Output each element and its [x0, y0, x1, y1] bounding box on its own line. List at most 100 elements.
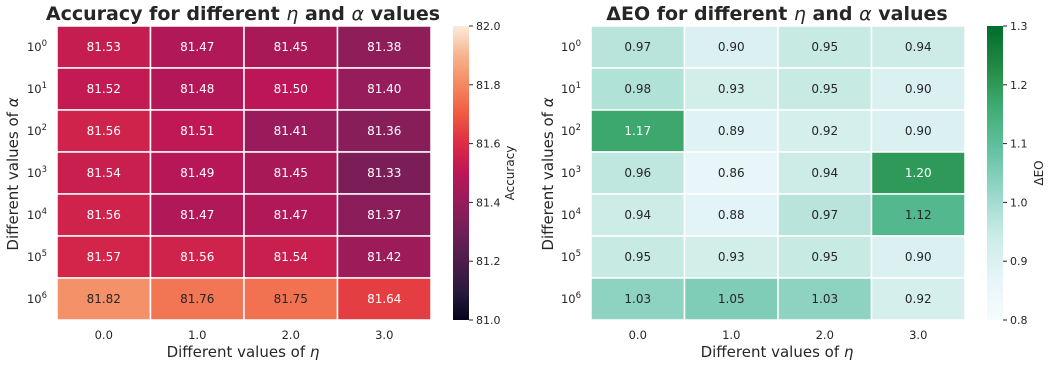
y-tick-label: 102 [561, 123, 581, 138]
cell-value-label: 81.54 [87, 166, 121, 180]
chart-title: ΔEO for different η and α values [606, 3, 947, 25]
cell-value-label: 81.56 [87, 208, 121, 222]
heatmap-cell [56, 277, 152, 321]
colorbar-tick-label: 81.8 [476, 79, 501, 92]
cell-value-label: 0.97 [624, 40, 651, 54]
y-tick-label: 104 [27, 207, 47, 222]
heatmap-cell [336, 235, 432, 279]
cell-value-label: 0.90 [905, 250, 932, 264]
colorbar-tick-label: 81.0 [476, 314, 501, 327]
heatmap-cell [683, 25, 779, 69]
cell-value-label: 1.12 [905, 208, 932, 222]
heatmap-cell [336, 151, 432, 195]
x-tick-label: 2.0 [816, 328, 834, 342]
colorbar-tick-label: 81.2 [476, 255, 501, 268]
cell-value-label: 81.82 [87, 292, 121, 306]
heatmap-cell [336, 193, 432, 237]
cell-value-label: 0.88 [718, 208, 745, 222]
colorbar-tick-label: 1.3 [1010, 20, 1028, 33]
heatmap-cell [777, 277, 873, 321]
y-tick-label: 105 [27, 249, 47, 264]
cell-value-label: 0.93 [718, 82, 745, 96]
heatmap-cell [149, 25, 245, 69]
cell-value-label: 81.47 [180, 208, 214, 222]
cell-value-label: 81.56 [180, 250, 214, 264]
cell-value-label: 81.40 [367, 82, 401, 96]
cell-value-label: 0.98 [624, 82, 651, 96]
cell-value-label: 81.76 [180, 292, 214, 306]
cell-value-label: 1.03 [811, 292, 838, 306]
cell-value-label: 81.53 [87, 40, 121, 54]
heatmap-cell [870, 67, 966, 111]
y-tick-label: 101 [27, 81, 47, 96]
heatmap-cell [870, 25, 966, 69]
colorbar-tick-label: 81.4 [476, 196, 501, 209]
heatmap-cell [777, 67, 873, 111]
cell-value-label: 0.89 [718, 124, 745, 138]
heatmap-cell [149, 235, 245, 279]
heatmap-cell [870, 109, 966, 153]
heatmap-cell [777, 193, 873, 237]
cell-value-label: 0.86 [718, 166, 745, 180]
heatmap-cell [870, 277, 966, 321]
heatmap-cell [683, 235, 779, 279]
heatmap-cell [149, 67, 245, 111]
heatmap-cell [683, 109, 779, 153]
cell-value-label: 0.96 [624, 166, 651, 180]
x-tick-label: 3.0 [375, 328, 393, 342]
cell-value-label: 1.17 [624, 124, 651, 138]
heatmap-cell [590, 277, 686, 321]
colorbar-ticks: 81.0 81.2 81.4 81.6 81.8 82.0 [469, 20, 501, 327]
heatmap-cell [243, 193, 339, 237]
y-tick-label: 101 [561, 81, 581, 96]
cell-value-label: 81.49 [180, 166, 214, 180]
colorbar-tick-label: 0.8 [1010, 314, 1028, 327]
heatmap-cell [870, 193, 966, 237]
colorbar-tick-label: 81.6 [476, 138, 501, 151]
y-axis-label: Different values of α [539, 97, 557, 250]
colorbar-label: Accuracy [503, 146, 517, 201]
colorbar-tick-label: 1.0 [1010, 196, 1028, 209]
cell-value-label: 81.33 [367, 166, 401, 180]
x-tick-label: 1.0 [188, 328, 206, 342]
y-tick-label: 102 [27, 123, 47, 138]
cell-value-label: 81.75 [274, 292, 308, 306]
heatmap-cell [149, 109, 245, 153]
y-tick-labels: 100 101 102 103 104 105 106 [561, 39, 581, 306]
chart-title: Accuracy for different η and α values [46, 3, 440, 25]
cell-value-label: 0.95 [624, 250, 651, 264]
y-tick-label: 106 [561, 291, 581, 306]
cell-value-label: 81.45 [274, 166, 308, 180]
heatmap-cell [149, 151, 245, 195]
cell-value-label: 0.90 [905, 124, 932, 138]
y-tick-labels: 100 101 102 103 104 105 106 [27, 39, 47, 306]
heatmap-cell [336, 25, 432, 69]
heatmap-cell [870, 235, 966, 279]
heatmap-cell [336, 67, 432, 111]
y-tick-label: 103 [561, 165, 581, 180]
colorbar-tick-label: 1.1 [1010, 138, 1028, 151]
cell-value-label: 0.95 [811, 40, 838, 54]
colorbar-tick-label: 1.2 [1010, 79, 1028, 92]
x-tick-label: 2.0 [282, 328, 300, 342]
y-tick-label: 100 [27, 39, 47, 54]
x-tick-label: 0.0 [629, 328, 647, 342]
colorbar [987, 26, 1003, 320]
y-axis-label: Different values of α [4, 97, 22, 250]
x-tick-labels: 0.0 1.0 2.0 3.0 [95, 328, 394, 342]
cell-value-label: 81.64 [367, 292, 401, 306]
colorbar-tick-label: 82.0 [476, 20, 501, 33]
cell-value-label: 81.57 [87, 250, 121, 264]
y-tick-label: 103 [27, 165, 47, 180]
cell-value-label: 81.37 [367, 208, 401, 222]
x-tick-label: 3.0 [909, 328, 927, 342]
cell-value-label: 81.56 [87, 124, 121, 138]
heatmap-cell [590, 109, 686, 153]
cell-value-label: 1.20 [905, 166, 932, 180]
heatmap-cell [777, 151, 873, 195]
heatmap-cell [590, 151, 686, 195]
y-tick-label: 105 [561, 249, 581, 264]
heatmap-cell [590, 193, 686, 237]
heatmap-cell [243, 277, 339, 321]
